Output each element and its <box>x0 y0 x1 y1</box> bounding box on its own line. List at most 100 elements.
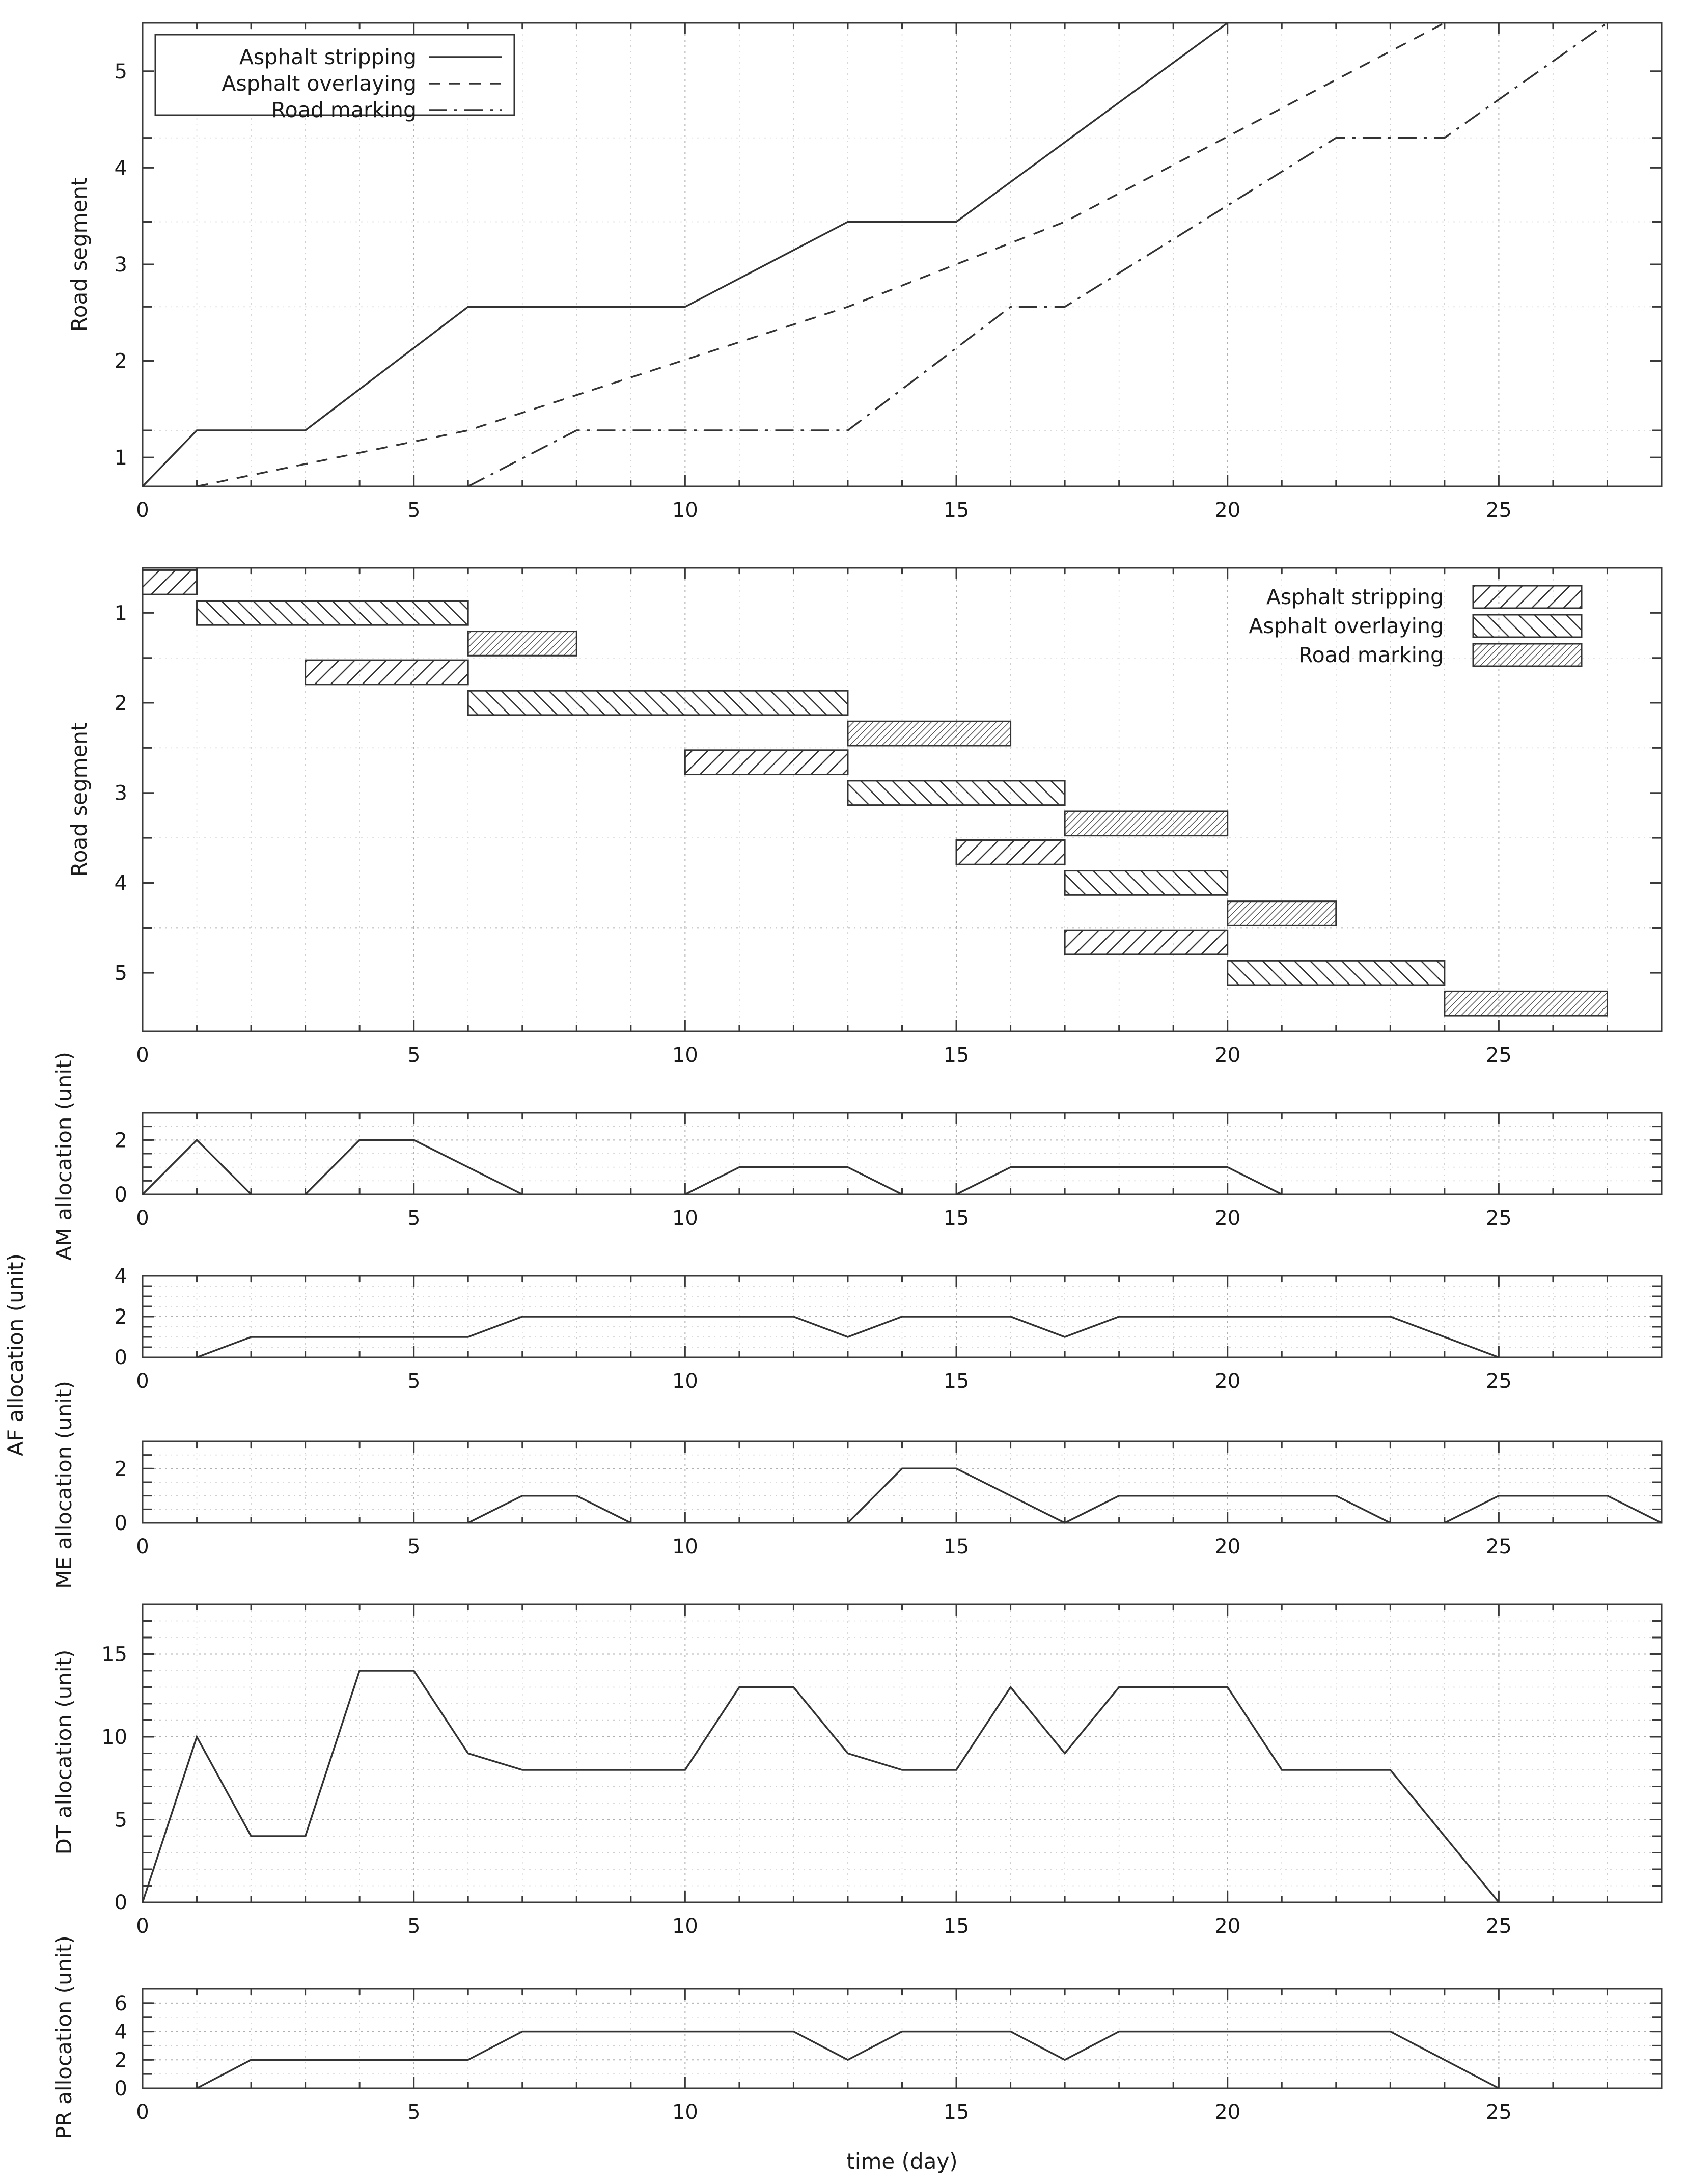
x-tick-label: 25 <box>1486 1915 1512 1938</box>
x-tick-label: 10 <box>672 2100 698 2124</box>
allocation-line <box>142 1138 252 1195</box>
plot-gantt: 0 5 10 15 20 25 1 2 3 4 5 Road segment Asphalt strip… <box>67 567 1663 1067</box>
y-axis-label: Road segment <box>67 723 92 877</box>
gantt-bar <box>847 720 1012 747</box>
y-tick-label: 15 <box>101 1643 127 1667</box>
legend-label: Asphalt stripping <box>1266 585 1444 609</box>
x-tick-label: 0 <box>136 1915 149 1938</box>
y-tick-label: 1 <box>115 446 127 470</box>
allocation-line <box>467 1494 631 1524</box>
allocation-line <box>196 2030 1500 2089</box>
y-tick-label: 0 <box>115 1512 127 1535</box>
x-tick-label: 0 <box>136 1044 149 1067</box>
x-tick-label: 10 <box>672 1535 698 1559</box>
gantt-bar <box>467 690 849 716</box>
gantt-bar <box>1227 960 1446 986</box>
allocation-line <box>1444 1494 1662 1524</box>
legend-swatch <box>1472 614 1583 638</box>
x-tick-label: 15 <box>944 1370 970 1393</box>
y-tick-label: 2 <box>115 350 127 373</box>
x-tick-label: 20 <box>1214 1915 1240 1938</box>
y-tick-label: 5 <box>115 60 127 84</box>
x-tick-label: 25 <box>1486 1370 1512 1393</box>
x-tick-label: 20 <box>1214 1044 1240 1067</box>
y-tick-label: 3 <box>115 253 127 277</box>
legend-label: Road marking <box>1298 643 1444 667</box>
x-tick-label: 5 <box>407 499 420 522</box>
x-tick-label: 15 <box>944 1915 970 1938</box>
y-axis-label: AM allocation (unit) <box>51 1052 76 1261</box>
x-tick-label: 20 <box>1214 1207 1240 1230</box>
x-tick-label: 25 <box>1486 2100 1512 2124</box>
gantt-bar <box>1064 929 1229 956</box>
x-tick-label: 0 <box>136 2100 149 2124</box>
y-tick-label: 4 <box>115 1265 127 1288</box>
legend-label: Asphalt overlaying <box>1249 614 1444 638</box>
allocation-line <box>847 1467 1391 1524</box>
allocation-line <box>956 1166 1283 1195</box>
gantt-bar <box>1064 870 1229 896</box>
y-tick-label: 2 <box>115 1129 127 1152</box>
legend-swatch <box>1472 643 1583 667</box>
y-axis-label: AF allocation (unit) <box>3 1253 28 1456</box>
x-tick-label: 10 <box>672 1370 698 1393</box>
x-tick-label: 15 <box>944 1044 970 1067</box>
y-tick-label: 2 <box>115 1305 127 1329</box>
series-line-0 <box>142 22 1228 487</box>
x-tick-label: 20 <box>1214 1535 1240 1559</box>
gantt-bar <box>1064 810 1229 837</box>
y-tick-label: 5 <box>115 1809 127 1832</box>
plot-af: 0 5 10 15 20 25 0 2 4 AF allocation (unit) <box>3 1253 1663 1456</box>
series-line-1 <box>197 22 1445 487</box>
y-axis-label: ME allocation (unit) <box>51 1381 76 1589</box>
y-tick-label: 2 <box>115 2049 127 2072</box>
x-tick-label: 5 <box>407 1044 420 1067</box>
x-tick-label: 5 <box>407 1915 420 1938</box>
y-axis-label: DT allocation (unit) <box>51 1650 76 1855</box>
x-axis-label: time (day) <box>846 2149 957 2174</box>
x-tick-label: 10 <box>672 1915 698 1938</box>
x-tick-label: 5 <box>407 2100 420 2124</box>
x-tick-label: 15 <box>944 1207 970 1230</box>
x-tick-label: 15 <box>944 2100 970 2124</box>
y-tick-label: 4 <box>115 2021 127 2044</box>
legend-label: Asphalt overlaying <box>222 71 417 96</box>
y-tick-label: 10 <box>101 1726 127 1749</box>
legend-box <box>154 34 515 116</box>
series-line-2 <box>467 22 1608 487</box>
plot-segment-progress: 0 5 10 15 20 25 1 2 3 4 5 Road segment Asphalt strip… <box>67 22 1663 522</box>
gantt-bar <box>847 780 1066 806</box>
legend: Asphalt stripping Asphalt overlaying Road … <box>1249 585 1583 667</box>
plot-me: 0 5 10 15 20 25 0 2 ME allocation (unit) <box>51 1381 1663 1589</box>
x-tick-label: 20 <box>1214 2100 1240 2124</box>
x-tick-label: 20 <box>1214 1370 1240 1393</box>
gantt-bar <box>142 569 198 595</box>
x-tick-label: 10 <box>672 1207 698 1230</box>
y-tick-label: 0 <box>115 2077 127 2100</box>
allocation-line <box>196 1316 1500 1358</box>
x-tick-label: 15 <box>944 499 970 522</box>
allocation-line <box>684 1166 903 1195</box>
x-tick-label: 25 <box>1486 499 1512 522</box>
legend-label: Asphalt stripping <box>239 45 417 69</box>
y-tick-label: 6 <box>115 1992 127 2015</box>
plot-am: 0 5 10 15 20 25 0 2 AM allocation (unit) <box>51 1052 1663 1261</box>
x-tick-label: 5 <box>407 1370 420 1393</box>
x-tick-label: 5 <box>407 1207 420 1230</box>
x-tick-label: 0 <box>136 1535 149 1559</box>
x-tick-label: 0 <box>136 1207 149 1230</box>
gantt-bar <box>955 839 1066 865</box>
plot-dt: 0 5 10 15 20 25 0 5 10 15 DT allocation (unit) <box>51 1603 1663 1938</box>
x-tick-label: 10 <box>672 1044 698 1067</box>
y-tick-label: 2 <box>115 1457 127 1481</box>
gantt-bar <box>196 599 469 626</box>
y-tick-label: 2 <box>115 692 127 715</box>
gantt-bar <box>305 659 469 686</box>
x-tick-label: 20 <box>1214 499 1240 522</box>
x-tick-label: 0 <box>136 1370 149 1393</box>
legend-label: Road marking <box>271 98 417 122</box>
y-tick-label: 4 <box>115 871 127 895</box>
gantt-bar <box>1444 990 1608 1017</box>
allocation-line <box>305 1139 523 1195</box>
